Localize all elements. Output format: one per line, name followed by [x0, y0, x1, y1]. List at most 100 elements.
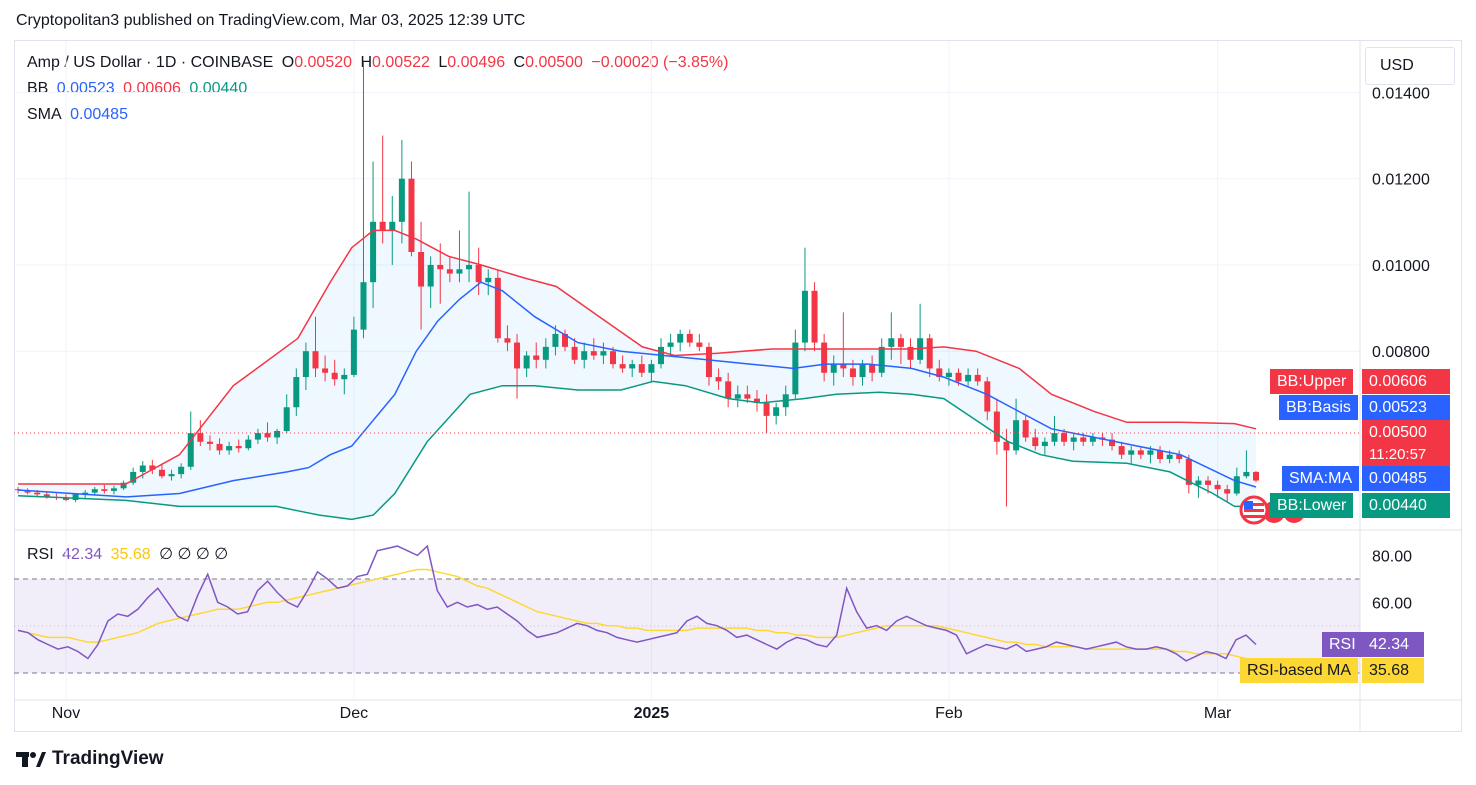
candle-body [312, 351, 319, 369]
open-value: 0.00520 [294, 54, 353, 71]
candle-body [715, 377, 722, 382]
candle-body [936, 368, 943, 378]
bb-upper-tag-value: 0.00606 [1362, 369, 1450, 394]
candle-body [15, 489, 21, 491]
rsi-line [17, 544, 1257, 662]
candle-body [1214, 484, 1221, 490]
rsi-legend[interactable]: RSI 42.34 35.68 ∅ ∅ ∅ ∅ [27, 544, 232, 564]
price-tick-label: 0.01200 [1372, 172, 1430, 189]
rsi-ma-line [17, 568, 1257, 661]
candle-body [149, 465, 156, 470]
candle-body [638, 364, 645, 373]
sma-legend[interactable]: SMA 0.00485 [27, 106, 132, 124]
sma-label: SMA [27, 106, 62, 123]
candle-body [446, 269, 453, 274]
candle-body [686, 333, 693, 343]
candle-body [581, 351, 588, 360]
candle-body [734, 394, 741, 399]
tradingview-logo[interactable]: TradingView [16, 748, 164, 770]
candle-body [1137, 450, 1144, 455]
candle-body [226, 446, 233, 451]
candle-body [293, 377, 300, 408]
bb-basis-line [17, 281, 1257, 498]
time-tick-label: Nov [52, 705, 80, 722]
candle-body [341, 374, 348, 380]
change-value: −0.00020 (−3.85%) [591, 54, 729, 71]
candle-body [600, 351, 607, 356]
low-label: L [438, 54, 448, 71]
open-label: O [281, 54, 295, 71]
candle-body [629, 364, 636, 369]
rsi-ma-tag-label: RSI-based MA [1240, 658, 1359, 683]
candle-body [110, 488, 117, 491]
candle-body [1080, 437, 1087, 442]
bb-lower-line [17, 380, 1256, 521]
sma-tag-value: 0.00485 [1362, 466, 1450, 491]
candle-body [1195, 480, 1202, 485]
candle-body [168, 474, 175, 477]
bb-fill [18, 230, 1256, 520]
rsi-tick-label: 80.00 [1372, 548, 1412, 565]
candle-body [965, 374, 972, 382]
candle-body [235, 446, 242, 449]
candle-body [456, 269, 463, 274]
price-tick-label: 0.00800 [1372, 344, 1430, 361]
candle-body [216, 443, 223, 451]
candle-body [34, 492, 41, 495]
candle-body [389, 221, 396, 231]
candle-body [753, 398, 760, 403]
time-tick-label: Mar [1204, 705, 1232, 722]
candle-body [283, 407, 290, 431]
high-label: H [360, 54, 373, 71]
symbol-legend: Amp / US Dollar · 1D · COINBASE O0.00520… [27, 54, 732, 72]
currency-button[interactable]: USD [1365, 47, 1455, 85]
candle-body [619, 364, 626, 369]
candle-body [187, 433, 194, 467]
candle-body [1224, 489, 1231, 494]
time-tick-label: Dec [340, 705, 368, 722]
candle-body [984, 381, 991, 412]
bb-upper-line [18, 229, 1257, 485]
candle-body [274, 430, 281, 438]
rsi-ma-tag-value: 35.68 [1362, 658, 1424, 683]
candle-body [302, 351, 309, 378]
candle-body [840, 364, 847, 369]
candle-body [696, 342, 703, 347]
candle-body [1089, 437, 1096, 442]
last-price-value: 0.00500 [1369, 424, 1427, 441]
candle-body [72, 494, 79, 500]
symbol-title[interactable]: Amp / US Dollar · 1D · COINBASE [27, 54, 274, 71]
rsi-ma-value: 35.68 [110, 546, 151, 563]
candle-body [130, 471, 137, 483]
price-tick-label: 0.01400 [1372, 85, 1430, 102]
rsi-tick-label: 60.00 [1372, 595, 1412, 612]
candle-body [955, 372, 962, 382]
candle-body [897, 338, 904, 347]
rsi-extra-values: ∅ ∅ ∅ ∅ [159, 546, 229, 563]
candle-body [648, 364, 655, 373]
candle-body [1013, 420, 1020, 451]
candle-body [408, 178, 415, 252]
candle-body [1233, 476, 1240, 494]
tradingview-logo-icon [16, 752, 46, 767]
candle-body [590, 351, 597, 356]
candle-body [1176, 454, 1183, 459]
candle-body [610, 351, 617, 365]
rsi-value: 42.34 [62, 546, 103, 563]
candle-body [1157, 450, 1164, 459]
candle-body [1166, 454, 1173, 459]
sma-tag-label: SMA:MA [1282, 466, 1360, 491]
candle-body [1147, 450, 1154, 455]
candle-body [888, 338, 895, 347]
bb-lower-tag-value: 0.00440 [1362, 493, 1450, 518]
candle-body [254, 433, 261, 440]
candle-body [1128, 450, 1135, 455]
candle-body [331, 372, 338, 380]
candle-body [926, 338, 933, 369]
candle-body [849, 368, 856, 378]
candle-body [773, 407, 780, 416]
candle-body [245, 439, 252, 449]
bb-basis-tag-label: BB:Basis [1279, 395, 1358, 420]
candle-body [360, 282, 367, 330]
close-label: C [513, 54, 526, 71]
